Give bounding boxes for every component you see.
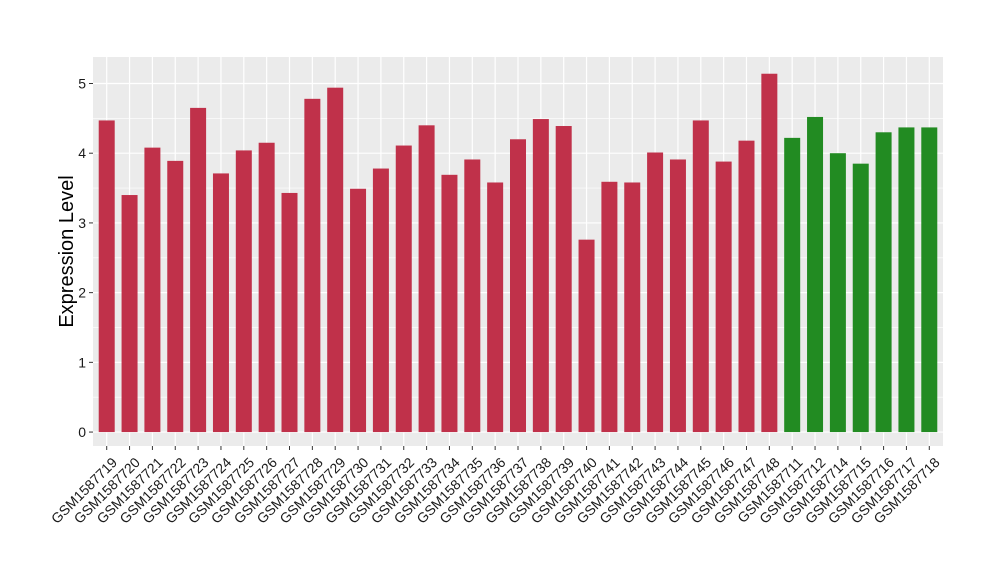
bar-GSM1587726 — [258, 142, 275, 433]
y-tick-label: 0 — [78, 424, 86, 440]
bar-GSM1587723 — [190, 107, 207, 433]
bar-GSM1587747 — [738, 140, 755, 433]
bar-GSM1587743 — [647, 152, 664, 433]
bar-GSM1587722 — [167, 160, 184, 433]
bars — [98, 73, 938, 433]
bar-GSM1587718 — [921, 127, 938, 433]
bar-GSM1587714 — [829, 153, 846, 433]
y-tick-label: 5 — [78, 75, 86, 91]
y-tick-label: 3 — [78, 215, 86, 231]
y-tick-label: 2 — [78, 285, 86, 301]
bar-GSM1587721 — [144, 147, 161, 433]
bar-GSM1587745 — [692, 120, 709, 433]
bar-GSM1587730 — [350, 188, 367, 433]
bar-GSM1587715 — [852, 163, 869, 433]
y-tick-label: 1 — [78, 354, 86, 370]
y-axis-title: Expression Level — [56, 175, 78, 327]
bar-GSM1587724 — [212, 173, 229, 433]
bar-GSM1587732 — [395, 145, 412, 433]
bar-GSM1587742 — [624, 182, 641, 433]
bar-GSM1587731 — [372, 168, 389, 433]
bar-GSM1587712 — [807, 116, 824, 433]
bar-GSM1587717 — [898, 127, 915, 433]
bar-GSM1587720 — [121, 195, 138, 433]
bar-GSM1587719 — [98, 120, 115, 433]
bar-GSM1587736 — [487, 182, 504, 433]
bar-GSM1587727 — [281, 192, 298, 433]
x-axis: GSM1587719GSM1587720GSM1587721GSM1587722… — [48, 446, 943, 527]
bar-GSM1587711 — [784, 137, 801, 433]
bar-GSM1587744 — [669, 159, 686, 433]
bar-GSM1587748 — [761, 73, 778, 433]
bar-GSM1587725 — [235, 150, 252, 433]
bar-GSM1587737 — [510, 139, 526, 433]
bar-GSM1587741 — [601, 181, 618, 433]
bar-GSM1587735 — [464, 159, 481, 433]
bar-GSM1587734 — [441, 174, 458, 433]
bar-GSM1587733 — [418, 125, 435, 433]
bar-GSM1587716 — [875, 132, 892, 433]
bar-GSM1587738 — [532, 119, 549, 433]
bar-GSM1587729 — [327, 87, 344, 433]
bar-GSM1587740 — [578, 239, 595, 433]
y-axis: 0 1 2 3 4 5 — [78, 75, 93, 440]
bar-GSM1587746 — [715, 161, 732, 433]
bar-GSM1587728 — [304, 98, 321, 433]
bar-GSM1587739 — [555, 126, 572, 433]
y-tick-label: 4 — [78, 145, 86, 161]
